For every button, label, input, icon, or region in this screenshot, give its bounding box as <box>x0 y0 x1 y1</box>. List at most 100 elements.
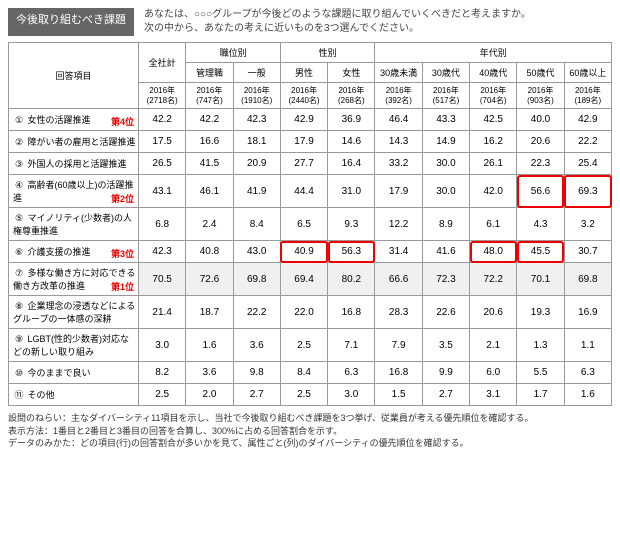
cell-value: 9.3 <box>328 208 375 241</box>
cell-value: 66.6 <box>375 263 422 296</box>
cell-value: 56.3 <box>328 241 375 263</box>
cell-value: 69.3 <box>564 175 611 208</box>
row-label: ⑥ 介護支援の推進第3位 <box>9 241 139 263</box>
cell-value: 16.6 <box>186 131 233 153</box>
cell-value: 2.5 <box>280 329 327 362</box>
row-label: ⑩ 今のままで良い <box>9 362 139 384</box>
cell-value: 56.6 <box>517 175 564 208</box>
cell-value: 6.8 <box>139 208 186 241</box>
survey-table: 回答項目全社計職位別性別年代別管理職一般男性女性30歳未満30歳代40歳代50歳… <box>8 42 612 406</box>
cell-value: 43.1 <box>139 175 186 208</box>
col-sub: 女性 <box>328 63 375 83</box>
cell-value: 9.8 <box>233 362 280 384</box>
cell-value: 14.6 <box>328 131 375 153</box>
cell-value: 42.2 <box>139 109 186 131</box>
cell-value: 17.9 <box>280 131 327 153</box>
col-year: 2016年(2440名) <box>280 83 327 109</box>
col-total: 全社計 <box>139 43 186 83</box>
cell-value: 3.5 <box>422 329 469 362</box>
cell-value: 22.3 <box>517 153 564 175</box>
rank-badge: 第4位 <box>111 115 134 128</box>
cell-value: 69.8 <box>564 263 611 296</box>
row-label: ⑦ 多様な働き方に対応できる働き方改革の推進第1位 <box>9 263 139 296</box>
cell-value: 22.6 <box>422 296 469 329</box>
cell-value: 27.7 <box>280 153 327 175</box>
col-year: 2016年(268名) <box>328 83 375 109</box>
cell-value: 43.3 <box>422 109 469 131</box>
col-year: 2016年(903名) <box>517 83 564 109</box>
description: あなたは、○○○グループが今後どのような課題に取り組んでいくべきだと考えますか。… <box>144 8 531 36</box>
cell-value: 25.4 <box>564 153 611 175</box>
cell-value: 22.2 <box>233 296 280 329</box>
cell-value: 14.9 <box>422 131 469 153</box>
col-sub: 50歳代 <box>517 63 564 83</box>
cell-value: 33.2 <box>375 153 422 175</box>
cell-value: 31.4 <box>375 241 422 263</box>
rank-badge: 第2位 <box>111 192 134 205</box>
cell-value: 17.5 <box>139 131 186 153</box>
cell-value: 9.9 <box>422 362 469 384</box>
colgrp-age: 年代別 <box>375 43 612 63</box>
cell-value: 42.5 <box>470 109 517 131</box>
rank-badge: 第3位 <box>111 247 134 260</box>
cell-value: 42.9 <box>280 109 327 131</box>
cell-value: 42.0 <box>470 175 517 208</box>
cell-value: 2.1 <box>470 329 517 362</box>
colgrp-sex: 性別 <box>280 43 375 63</box>
col-year: 2016年(2718名) <box>139 83 186 109</box>
col-sub: 40歳代 <box>470 63 517 83</box>
cell-value: 1.6 <box>564 384 611 406</box>
cell-value: 40.9 <box>280 241 327 263</box>
col-sub: 60歳以上 <box>564 63 611 83</box>
cell-value: 6.3 <box>564 362 611 384</box>
cell-value: 3.0 <box>328 384 375 406</box>
cell-value: 16.2 <box>470 131 517 153</box>
cell-value: 72.3 <box>422 263 469 296</box>
cell-value: 16.8 <box>328 296 375 329</box>
cell-value: 40.8 <box>186 241 233 263</box>
cell-value: 8.2 <box>139 362 186 384</box>
cell-value: 21.4 <box>139 296 186 329</box>
cell-value: 36.9 <box>328 109 375 131</box>
cell-value: 18.7 <box>186 296 233 329</box>
cell-value: 46.1 <box>186 175 233 208</box>
cell-value: 45.5 <box>517 241 564 263</box>
cell-value: 17.9 <box>375 175 422 208</box>
cell-value: 3.2 <box>564 208 611 241</box>
row-label: ① 女性の活躍推進第4位 <box>9 109 139 131</box>
cell-value: 30.0 <box>422 175 469 208</box>
cell-value: 42.3 <box>233 109 280 131</box>
col-sub: 男性 <box>280 63 327 83</box>
cell-value: 1.5 <box>375 384 422 406</box>
cell-value: 16.4 <box>328 153 375 175</box>
cell-value: 70.5 <box>139 263 186 296</box>
cell-value: 16.8 <box>375 362 422 384</box>
footer-notes: 設問のねらい：主なダイバーシティ11項目を示し、当社で今後取り組むべき課題を3つ… <box>8 412 612 450</box>
row-label: ⑨ LGBT(性的少数者)対応などの新しい取り組み <box>9 329 139 362</box>
rank-badge: 第1位 <box>111 280 134 293</box>
cell-value: 42.3 <box>139 241 186 263</box>
cell-value: 2.7 <box>422 384 469 406</box>
row-label: ⑪ その他 <box>9 384 139 406</box>
cell-value: 20.6 <box>470 296 517 329</box>
cell-value: 1.3 <box>517 329 564 362</box>
cell-value: 69.8 <box>233 263 280 296</box>
cell-value: 5.5 <box>517 362 564 384</box>
cell-value: 1.7 <box>517 384 564 406</box>
row-label: ⑤ マイノリティ(少数者)の人権尊重推進 <box>9 208 139 241</box>
cell-value: 1.6 <box>186 329 233 362</box>
col-year: 2016年(704名) <box>470 83 517 109</box>
col-item: 回答項目 <box>9 43 139 109</box>
cell-value: 3.0 <box>139 329 186 362</box>
cell-value: 40.0 <box>517 109 564 131</box>
cell-value: 19.3 <box>517 296 564 329</box>
cell-value: 26.1 <box>470 153 517 175</box>
cell-value: 41.6 <box>422 241 469 263</box>
col-sub: 30歳未満 <box>375 63 422 83</box>
cell-value: 8.4 <box>233 208 280 241</box>
cell-value: 69.4 <box>280 263 327 296</box>
cell-value: 7.9 <box>375 329 422 362</box>
col-year: 2016年(392名) <box>375 83 422 109</box>
col-sub: 一般 <box>233 63 280 83</box>
cell-value: 42.2 <box>186 109 233 131</box>
